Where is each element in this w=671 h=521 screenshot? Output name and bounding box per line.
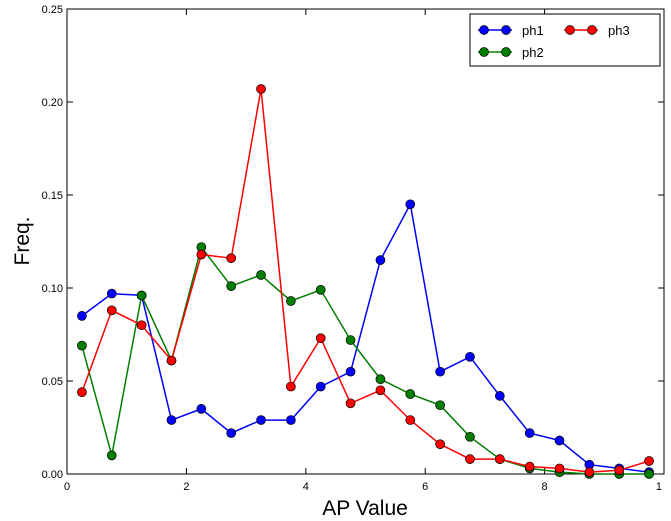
legend-marker-ph3 xyxy=(565,25,575,35)
data-point-ph2 xyxy=(315,285,326,295)
series-layer xyxy=(77,84,654,479)
x-tick-label: 8 xyxy=(542,481,548,493)
x-tick-label: 4 xyxy=(303,481,309,493)
x-axis-title: AP Value xyxy=(322,497,408,520)
plot-area xyxy=(66,8,665,475)
x-tick-label: 0 xyxy=(64,481,70,493)
data-point-ph1 xyxy=(315,381,326,392)
data-point-ph3 xyxy=(554,463,565,474)
x-axis-ticks: 0 2 4 6 8 1 xyxy=(64,9,665,493)
y-tick-label: 0.25 xyxy=(42,4,63,16)
data-point-ph1 xyxy=(524,428,535,438)
data-point-ph3 xyxy=(584,467,595,477)
data-point-ph1 xyxy=(226,428,237,438)
data-point-ph3 xyxy=(614,465,625,476)
data-point-ph3 xyxy=(375,385,386,396)
data-point-ph1 xyxy=(196,404,207,414)
series-ph3 xyxy=(77,84,654,477)
data-point-ph3 xyxy=(136,320,147,331)
data-point-ph3 xyxy=(405,415,416,425)
data-point-ph2 xyxy=(405,389,416,399)
data-point-ph3 xyxy=(226,253,237,264)
data-point-ph1 xyxy=(554,435,565,446)
y-tick-label: 0.15 xyxy=(42,190,63,202)
data-point-ph2 xyxy=(465,431,475,442)
data-point-ph3 xyxy=(315,333,326,344)
data-point-ph2 xyxy=(226,281,237,291)
data-point-ph2 xyxy=(256,270,266,280)
legend-box xyxy=(469,13,661,67)
data-point-ph1 xyxy=(435,366,445,377)
x-tick-label: 1 xyxy=(656,481,662,493)
data-point-ph3 xyxy=(644,456,654,466)
legend-label-ph3: ph3 xyxy=(608,23,630,38)
y-tick-label: 0.00 xyxy=(42,469,63,481)
data-point-ph3 xyxy=(196,249,207,260)
data-point-ph1 xyxy=(286,415,296,425)
data-point-ph2 xyxy=(106,450,117,461)
data-point-ph3 xyxy=(435,439,445,450)
data-point-ph3 xyxy=(106,305,117,316)
data-point-ph3 xyxy=(256,84,266,94)
data-point-ph1 xyxy=(345,366,356,377)
x-tick-label: 6 xyxy=(422,481,428,493)
data-point-ph1 xyxy=(166,415,177,425)
series-line-ph3 xyxy=(81,88,650,473)
legend-marker-ph1 xyxy=(479,25,489,35)
y-tick-label: 0.20 xyxy=(42,97,63,109)
legend-marker-ph2 xyxy=(479,47,489,57)
y-axis-ticks: 0.00 0.05 0.10 0.15 0.20 0.25 xyxy=(42,4,664,481)
data-point-ph1 xyxy=(77,311,87,321)
y-tick-label: 0.05 xyxy=(42,376,63,388)
data-point-ph2 xyxy=(644,469,654,479)
legend-marker-ph2 xyxy=(501,47,511,57)
legend-label-ph1: ph1 xyxy=(522,23,544,38)
data-point-ph1 xyxy=(465,351,475,362)
x-tick-label: 2 xyxy=(183,481,189,493)
data-point-ph2 xyxy=(345,335,356,345)
data-point-ph3 xyxy=(494,454,505,464)
data-point-ph2 xyxy=(136,290,147,301)
data-point-ph2 xyxy=(77,340,87,351)
data-point-ph1 xyxy=(106,288,117,299)
legend: ph1 ph2 ph3 xyxy=(469,13,661,67)
data-point-ph1 xyxy=(494,391,505,401)
data-point-ph2 xyxy=(375,374,386,384)
data-point-ph1 xyxy=(375,255,386,265)
data-point-ph3 xyxy=(166,355,177,366)
data-point-ph3 xyxy=(345,398,356,409)
data-point-ph2 xyxy=(286,296,296,306)
data-point-ph1 xyxy=(256,415,266,425)
series-line-ph1 xyxy=(81,202,650,473)
legend-label-ph2: ph2 xyxy=(522,45,544,60)
data-point-ph3 xyxy=(524,461,535,472)
legend-marker-ph1 xyxy=(501,25,511,35)
data-point-ph3 xyxy=(465,454,475,464)
data-point-ph2 xyxy=(435,400,445,411)
y-axis-title: Freq. xyxy=(11,216,34,265)
data-point-ph3 xyxy=(286,381,296,392)
legend-marker-ph3 xyxy=(587,25,597,35)
y-tick-label: 0.10 xyxy=(42,283,63,295)
data-point-ph1 xyxy=(405,199,416,210)
data-point-ph3 xyxy=(77,387,87,398)
